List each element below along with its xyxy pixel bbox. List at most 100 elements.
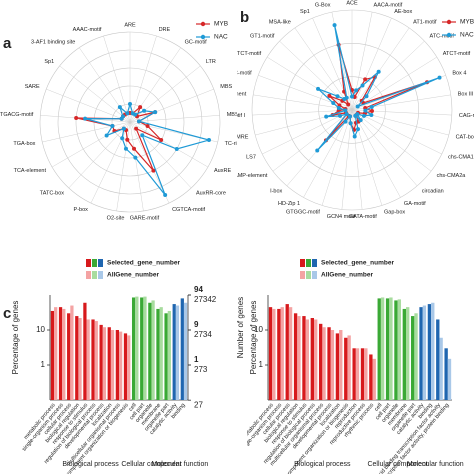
group-label: Molecular function	[407, 461, 464, 468]
bar	[110, 330, 115, 400]
spoke	[351, 94, 451, 111]
point	[163, 192, 168, 197]
axis-label: CAT-box	[456, 134, 474, 140]
legend-swatch	[92, 271, 97, 279]
legend-label: AllGene_number	[321, 272, 373, 279]
spoke	[351, 109, 432, 172]
axis-label: Sp1	[300, 9, 310, 15]
legend-label: Selected_gene_number	[321, 260, 394, 267]
legend-swatch	[306, 271, 311, 279]
bar	[369, 354, 373, 400]
axis-label: chs-CMA2a	[437, 173, 467, 179]
bar	[364, 348, 368, 400]
spoke	[129, 115, 220, 123]
point	[360, 83, 365, 88]
bar	[288, 307, 293, 400]
axis-label: LTR	[206, 59, 216, 65]
axis-label: TCA-element	[14, 168, 47, 174]
spoke	[90, 121, 131, 204]
bar	[140, 297, 144, 400]
bar	[319, 323, 323, 400]
bar	[268, 307, 273, 400]
axis-label: chs-CMA1a	[448, 155, 474, 161]
bar	[99, 324, 103, 400]
point	[346, 102, 351, 107]
axis-label: TGACG-motif	[0, 112, 34, 118]
bar	[397, 299, 401, 400]
y2-axis-title: Number of genes	[236, 297, 245, 358]
group-label: Cellular component	[121, 461, 181, 468]
point	[206, 138, 211, 143]
axis-label: AE-box	[394, 9, 412, 15]
spoke	[59, 65, 131, 123]
bar	[322, 327, 326, 400]
bar	[302, 316, 306, 400]
bar	[344, 337, 348, 400]
bar	[444, 348, 448, 400]
point	[83, 116, 88, 121]
spoke	[351, 109, 452, 116]
point	[336, 105, 341, 110]
panel-letter: b	[240, 9, 249, 26]
spoke	[68, 121, 131, 189]
point	[142, 108, 147, 113]
spoke	[279, 40, 353, 111]
bar	[427, 304, 432, 400]
bar	[310, 318, 314, 400]
point	[350, 94, 354, 99]
point	[344, 95, 349, 100]
bar	[67, 313, 71, 400]
point	[128, 102, 132, 106]
bar	[372, 358, 376, 400]
axis-label: MSA-like	[269, 20, 291, 26]
point	[363, 108, 368, 113]
bar	[127, 335, 131, 400]
panel: ARE DRE GC-motif LTR MBS MBSI TC-rich repeats A…	[0, 21, 237, 222]
spoke	[321, 109, 353, 206]
y-axis-title: Percentage of genes	[249, 301, 258, 375]
axis-label: MBS	[220, 84, 232, 90]
bar	[389, 297, 393, 400]
bar	[102, 327, 107, 400]
bar	[402, 308, 406, 400]
spoke	[341, 109, 353, 210]
bar	[330, 330, 335, 400]
bar	[411, 316, 415, 400]
spoke	[51, 121, 131, 168]
spoke	[351, 27, 410, 111]
bar	[272, 308, 276, 400]
spoke	[116, 121, 131, 212]
point	[335, 94, 340, 99]
point	[316, 86, 321, 91]
spoke	[351, 56, 437, 111]
axis-label: TATC-box	[40, 191, 64, 197]
axis-label: Gap-box	[384, 210, 405, 216]
axis-label: Box 4	[452, 70, 466, 76]
legend-swatch	[300, 271, 305, 279]
axis-label: ATC-motif	[430, 34, 455, 40]
bar	[94, 321, 98, 400]
bar	[175, 305, 180, 400]
axis-label: GARE-motif	[130, 215, 160, 221]
bar	[360, 348, 365, 400]
axis-label: AuxRR-core	[196, 191, 226, 197]
bar	[164, 313, 168, 400]
point	[344, 112, 349, 117]
legend-swatch	[312, 259, 317, 267]
spoke	[258, 75, 353, 111]
point	[110, 124, 115, 129]
group-label: Biological process	[294, 461, 351, 468]
point	[125, 111, 130, 116]
axis-label: motif I	[230, 113, 245, 119]
legend-label: NAC	[460, 32, 474, 39]
y2-tick-label: 27342	[194, 295, 217, 304]
bar	[86, 319, 90, 400]
spoke	[129, 121, 144, 212]
bar	[447, 358, 452, 400]
axis-label: AuxRE	[214, 168, 231, 174]
panel-letter: d	[238, 305, 247, 322]
bar	[385, 298, 390, 400]
point	[324, 114, 329, 119]
legend-swatch	[86, 259, 91, 267]
